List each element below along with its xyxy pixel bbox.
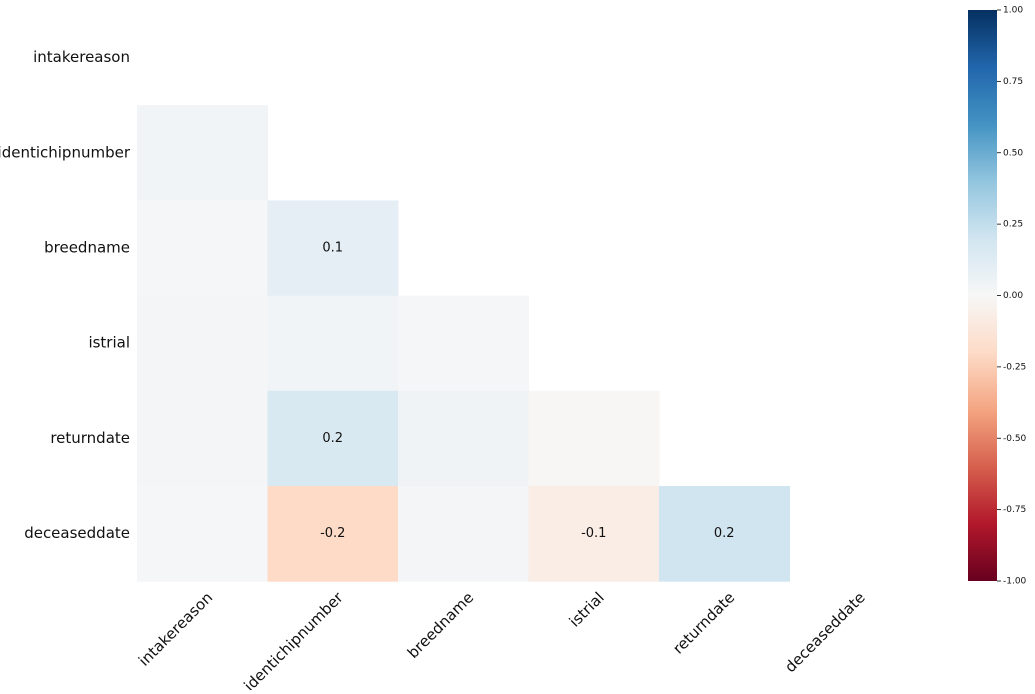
cell [137, 390, 268, 487]
cell-label: -0.1 [581, 526, 606, 541]
column-label: returndate [669, 588, 738, 657]
cell [398, 295, 529, 392]
cell [137, 105, 268, 201]
column-label: intakereason [135, 588, 216, 669]
colorbar-tick-label: 0.25 [1003, 220, 1023, 230]
row-label: deceaseddate [24, 524, 130, 542]
cell-label: 0.1 [322, 241, 343, 256]
cell [267, 200, 399, 297]
colorbar-tick-label: 0.00 [1003, 291, 1023, 301]
colorbar [968, 10, 997, 581]
column-label: breedname [404, 588, 477, 661]
column-label: deceaseddate [781, 588, 869, 676]
colorbar-tick-label: 0.75 [1003, 77, 1023, 87]
colorbar-tick-label: -0.25 [1003, 362, 1026, 372]
cell [267, 390, 399, 487]
cell-label: 0.2 [714, 526, 735, 541]
row-label: returndate [50, 429, 130, 447]
cell-label: 0.2 [322, 431, 343, 446]
colorbar-tick-label: 0.50 [1003, 148, 1023, 158]
column-label: identichipnumber [240, 588, 347, 690]
column-label: istrial [566, 588, 608, 630]
row-label: intakereason [33, 48, 130, 66]
colorbar-tick-label: -0.75 [1003, 505, 1026, 515]
cell [267, 486, 399, 582]
colorbar-tick-label: -0.50 [1003, 434, 1027, 444]
cell [137, 200, 268, 297]
row-label: breedname [44, 239, 130, 257]
cell [267, 295, 399, 392]
cell [398, 486, 529, 582]
cell-label: -0.2 [320, 526, 345, 541]
row-label: istrial [88, 334, 130, 352]
row-label: identichipnumber [0, 143, 131, 161]
cell [137, 486, 268, 582]
cell [528, 390, 660, 487]
cell [137, 295, 268, 392]
colorbar-tick-label: -1.00 [1003, 577, 1027, 587]
cell [659, 486, 790, 582]
cell [528, 486, 660, 582]
colorbar-tick-label: 1.00 [1003, 6, 1023, 16]
cell [398, 390, 529, 487]
